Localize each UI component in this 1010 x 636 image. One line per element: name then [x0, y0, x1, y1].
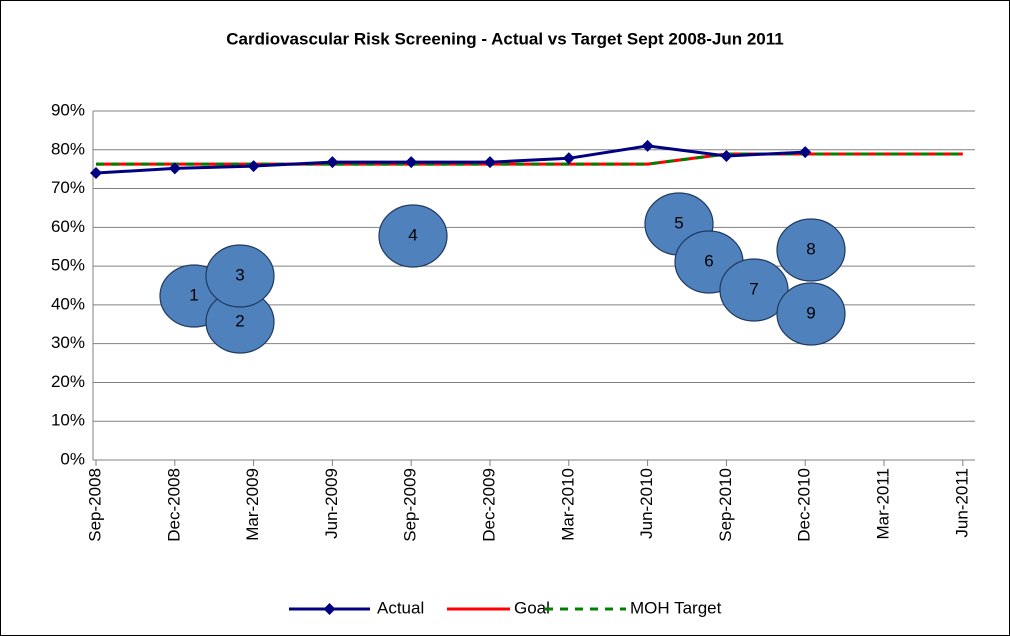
- data-point: [641, 139, 654, 152]
- x-tick-label: Jun-2010: [637, 468, 656, 539]
- x-tick-label: Sep-2009: [401, 468, 420, 542]
- y-tick-label: 20%: [51, 372, 85, 391]
- x-tick-label: Sep-2010: [716, 468, 735, 542]
- data-point: [720, 149, 733, 162]
- annotation-bubble: [378, 204, 448, 268]
- y-tick-label: 70%: [51, 178, 85, 197]
- y-tick-label: 0%: [60, 449, 85, 468]
- data-point: [168, 162, 181, 175]
- data-point: [326, 156, 339, 169]
- data-point: [484, 156, 496, 169]
- y-tick-label: 50%: [51, 256, 85, 275]
- y-tick-label: 40%: [51, 294, 85, 313]
- x-tick-label: Dec-2008: [164, 468, 183, 542]
- y-tick-label: 30%: [51, 333, 85, 352]
- x-tick-label: Dec-2010: [795, 468, 814, 542]
- y-tick-label: 80%: [51, 139, 85, 158]
- x-tick-label: Mar-2011: [873, 468, 892, 540]
- annotation-label: 2: [235, 311, 244, 330]
- legend-marker: [323, 603, 336, 615]
- x-tick-label: Mar-2009: [243, 468, 262, 541]
- annotation-label: 8: [806, 239, 815, 258]
- data-point: [247, 160, 260, 173]
- x-tick-label: Jun-2009: [322, 468, 341, 539]
- series-line: [95, 144, 806, 175]
- x-tick-label: Jun-2011: [952, 468, 971, 538]
- annotation-bubble: [205, 244, 275, 308]
- data-point: [799, 146, 812, 159]
- legend-label: Goal: [514, 598, 550, 617]
- x-tick-label: Mar-2010: [558, 468, 577, 541]
- annotation-label: 9: [806, 303, 815, 322]
- y-tick-label: 10%: [51, 411, 85, 430]
- y-tick-label: 90%: [51, 100, 85, 119]
- annotation-label: 4: [408, 225, 417, 244]
- y-tick-label: 60%: [51, 217, 85, 236]
- annotation-label: 3: [235, 265, 244, 284]
- x-tick-label: Dec-2009: [479, 468, 498, 542]
- annotation-bubble: [719, 258, 789, 322]
- legend-label: MOH Target: [630, 598, 722, 617]
- annotation-label: 6: [704, 251, 713, 270]
- chart-title: Cardiovascular Risk Screening - Actual v…: [226, 29, 783, 48]
- x-tick-label: Sep-2008: [85, 468, 104, 542]
- series-line: [96, 152, 963, 166]
- data-point: [90, 167, 102, 180]
- data-point: [405, 156, 418, 169]
- annotation-bubble: [776, 282, 846, 346]
- data-point: [562, 152, 575, 165]
- legend-label: Actual: [377, 598, 424, 617]
- annotation-label: 1: [189, 285, 198, 304]
- annotation-bubble: [776, 218, 846, 282]
- annotation-label: 5: [674, 213, 683, 232]
- annotation-label: 7: [749, 279, 758, 298]
